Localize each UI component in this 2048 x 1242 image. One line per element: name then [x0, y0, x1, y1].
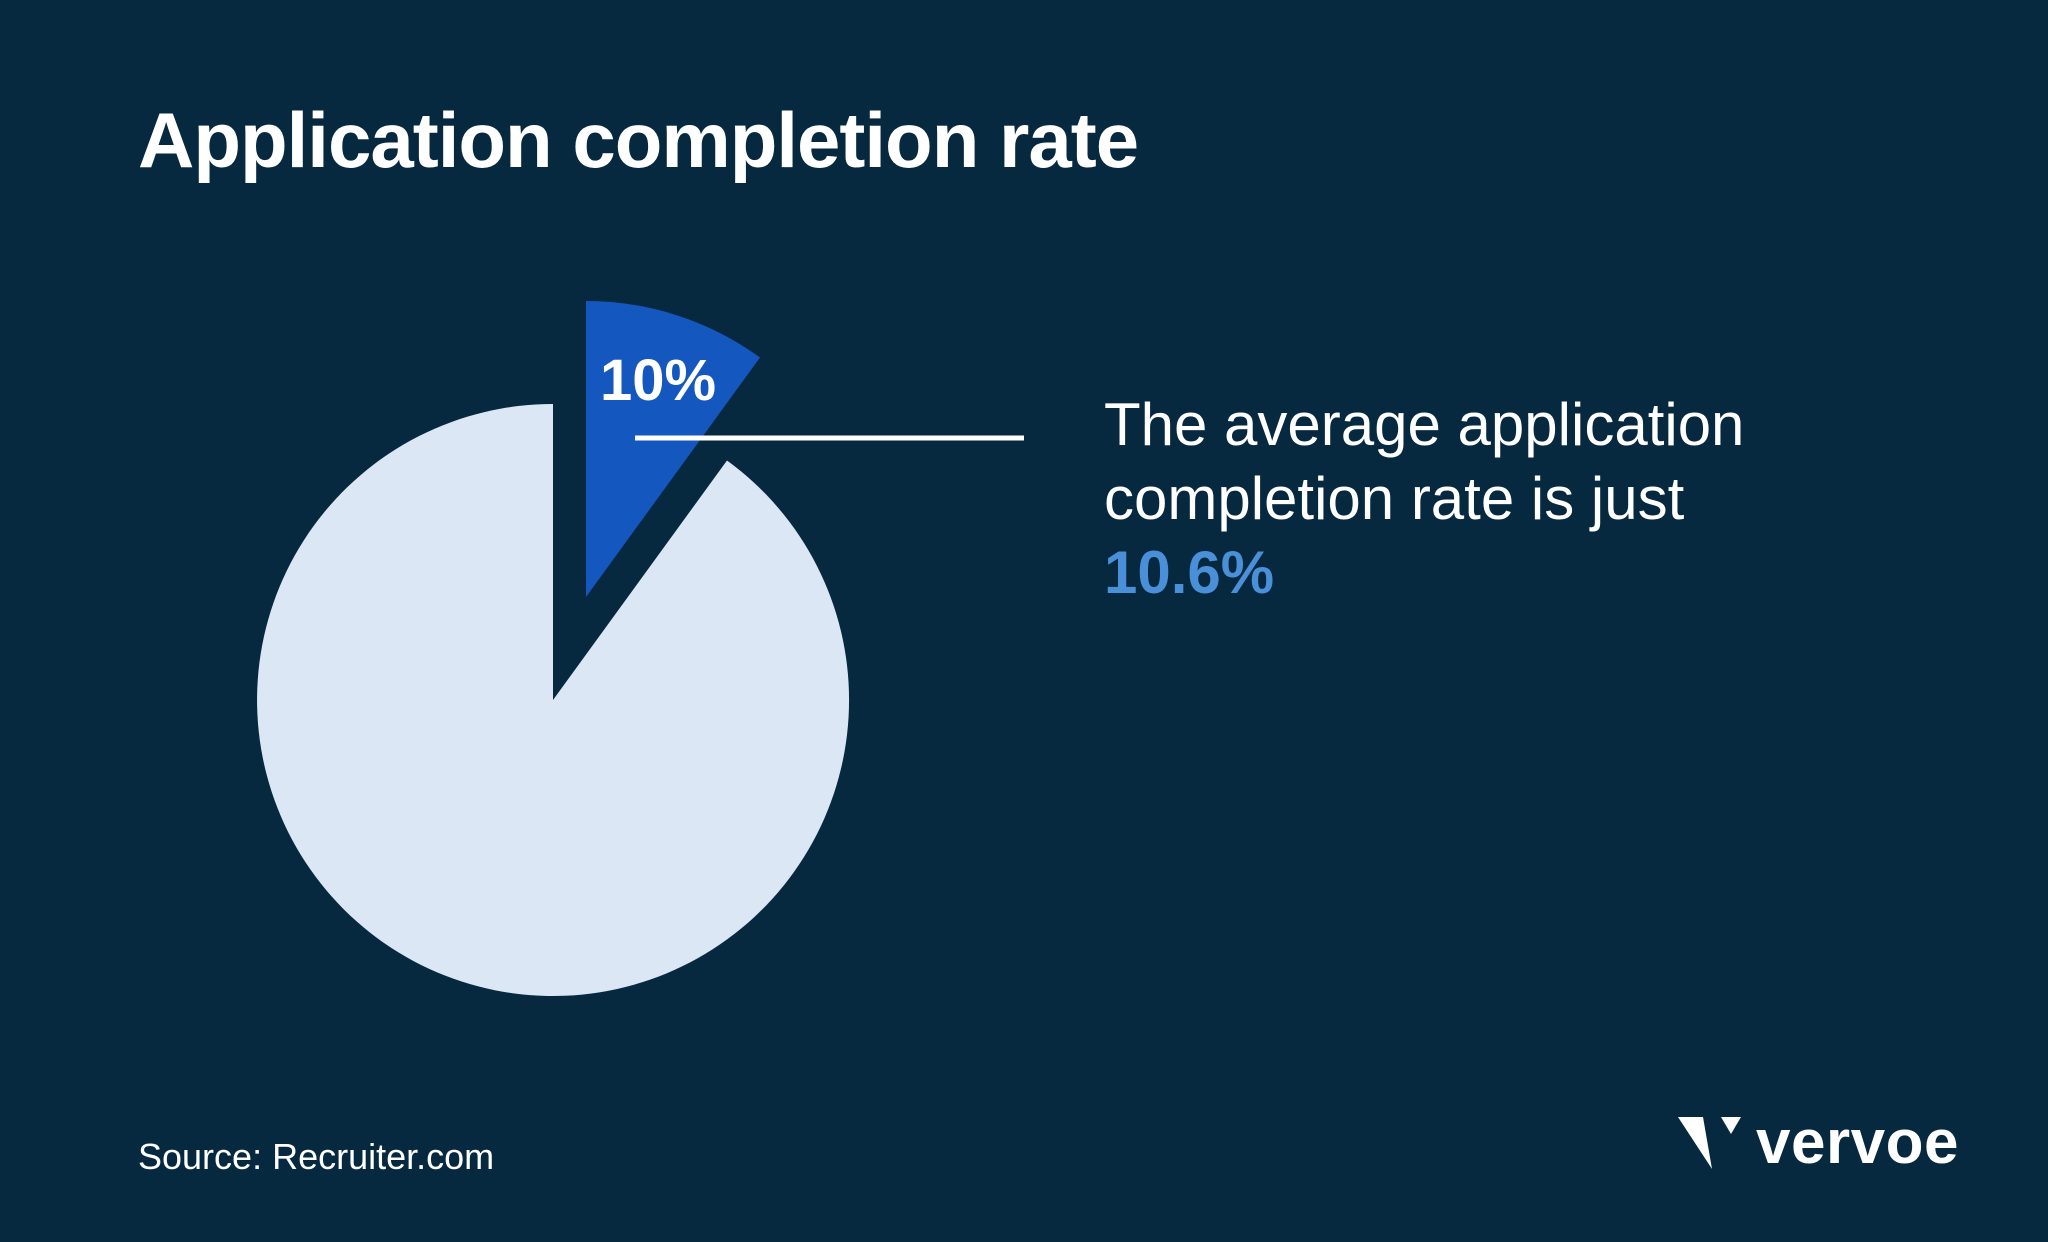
- page-title: Application completion rate: [138, 96, 1139, 184]
- brand-logo: vervoe: [1678, 1112, 1959, 1174]
- pie-slice-label: 10%: [600, 348, 717, 413]
- statement-value: 10.6%: [1104, 539, 1275, 606]
- statement-text: The average application completion rate …: [1104, 388, 1864, 610]
- vervoe-logo-icon: [1678, 1117, 1741, 1169]
- statement-line-2: completion rate is just: [1104, 465, 1685, 532]
- source-citation: Source: Recruiter.com: [138, 1136, 495, 1177]
- pie-slice-remainder: [257, 404, 850, 996]
- pie-slice-completed: [586, 301, 760, 597]
- statement-line-1: The average application: [1104, 391, 1745, 458]
- brand-name: vervoe: [1756, 1108, 1959, 1177]
